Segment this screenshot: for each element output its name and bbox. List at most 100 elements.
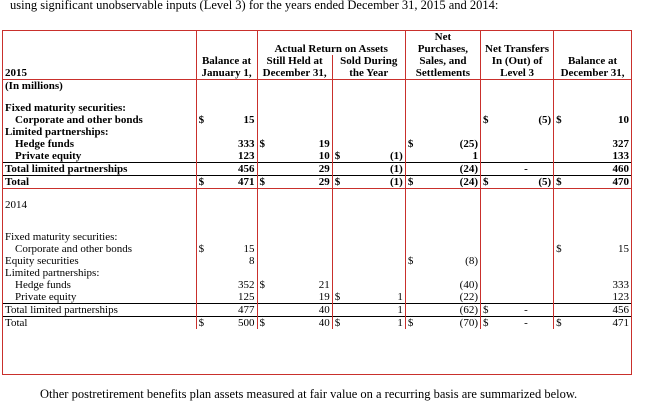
row-label: Fixed maturity securities: — [3, 231, 197, 243]
currency-symbol: $ — [405, 175, 424, 189]
units-label: (In millions) — [3, 79, 197, 92]
cell-value: (24) — [423, 162, 481, 176]
cell-value: 1 — [352, 291, 406, 304]
currency-symbol: $ — [257, 175, 278, 189]
cell-value: 470 — [571, 175, 631, 189]
row-label: Total — [3, 175, 197, 189]
table-row: Limited partnerships: — [3, 126, 631, 138]
currency-symbol: $ — [196, 175, 211, 189]
cell-value: 15 — [618, 243, 629, 255]
currency-symbol: $ — [553, 316, 572, 329]
header-transfers-2: In (Out) of — [480, 55, 555, 67]
cell-value: 471 — [571, 316, 631, 329]
cell-value: 123 — [612, 291, 630, 303]
table-row: Fixed maturity securities: — [3, 231, 631, 243]
currency-symbol: $ — [553, 175, 572, 189]
row-label: Equity securities — [3, 255, 197, 267]
header-purchases-3: Settlements — [405, 67, 482, 80]
cell-value: 471 — [210, 175, 258, 189]
cell-value: 8 — [210, 255, 258, 267]
outro-text: Other postretirement benefits plan asset… — [40, 387, 578, 401]
currency-symbol: $ — [332, 175, 353, 189]
currency-symbol: $ — [480, 303, 499, 317]
year-2014: 2014 — [3, 199, 197, 211]
cell-value: (5) — [498, 175, 555, 189]
table-row-total: Total $ 471 $ 29 $ (1) $ (24) $ (5) $ 47… — [3, 175, 631, 189]
cell-value: 1 — [352, 303, 406, 317]
header-balance-jan-1: Balance at — [196, 55, 258, 67]
header-still-held-1: Still Held at — [257, 55, 333, 67]
cell-value: 460 — [571, 162, 631, 176]
cell-value: (1) — [352, 150, 406, 163]
currency-symbol: $ — [332, 316, 353, 329]
currency-symbol: $ — [480, 175, 499, 189]
header-row-2: Actual Return on Assets Purchases, Net T… — [3, 43, 631, 55]
header-row-1: Net — [3, 31, 631, 43]
table-row: Private equity 123 10 $ (1) 1 133 — [3, 150, 631, 163]
header-sold-2: the Year — [332, 67, 406, 80]
header-transfers-3: Level 3 — [480, 67, 555, 80]
table-row: Corporate and other bonds $ 15 $ (5) $ 1… — [3, 114, 631, 126]
currency-symbol: $ — [483, 114, 489, 126]
header-row-4: 2015 January 1, December 31, the Year Se… — [3, 67, 631, 80]
currency-symbol: $ — [196, 316, 211, 329]
header-balance-jan-2: January 1, — [196, 67, 258, 80]
table-frame — [2, 30, 632, 375]
cell-value: 19 — [277, 138, 333, 150]
cell-value: 125 — [210, 291, 258, 304]
cell-value: 1 — [352, 316, 406, 329]
cell-value: (8) — [423, 255, 481, 267]
cell-value: (24) — [423, 175, 481, 189]
currency-symbol: $ — [407, 138, 414, 150]
cell-value: 29 — [277, 175, 333, 189]
cell-value: 333 — [612, 279, 630, 291]
currency-symbol: $ — [198, 243, 205, 255]
row-label: Corporate and other bonds — [3, 114, 197, 126]
cell-value: (25) — [423, 138, 481, 150]
cell-value: 40 — [277, 316, 333, 329]
table-row-total-lp: Total limited partnerships 477 40 1 (62)… — [3, 303, 631, 317]
year-2015: 2015 — [3, 67, 197, 80]
cell-value: 40 — [277, 303, 333, 317]
cell-value: 10 — [618, 114, 629, 126]
row-label: Total — [3, 316, 197, 329]
row-label: Total limited partnerships — [3, 303, 197, 317]
currency-symbol: $ — [556, 114, 562, 126]
cell-value: 333 — [210, 138, 258, 150]
currency-symbol: $ — [334, 291, 341, 303]
row-label: Private equity — [3, 150, 197, 163]
currency-symbol: $ — [198, 114, 205, 126]
header-net: Net — [405, 31, 482, 43]
cell-value: (22) — [423, 291, 481, 304]
row-label: Fixed maturity securities: — [3, 102, 197, 114]
cell-value: 456 — [571, 303, 631, 317]
cell-value: - — [498, 303, 555, 317]
table-row: Corporate and other bonds $ 15 $ 15 — [3, 243, 631, 255]
cell-value: 15 — [210, 243, 258, 255]
cell-value: 123 — [210, 150, 258, 163]
row-label: Private equity — [3, 291, 197, 304]
table-row: Limited partnerships: — [3, 267, 631, 279]
row-label: Limited partnerships: — [3, 126, 197, 138]
cell-value: 133 — [612, 150, 630, 162]
cell-value: 29 — [277, 162, 333, 176]
table-row: Hedge funds 352 $ 21 (40) 333 — [3, 279, 631, 291]
level3-rollforward-table: Net Actual Return on Assets Purchases, N… — [3, 31, 631, 329]
row-label: Hedge funds — [3, 279, 197, 291]
row-label: Total limited partnerships — [3, 162, 197, 176]
currency-symbol: $ — [407, 255, 414, 267]
cell-value: 1 — [423, 150, 481, 163]
header-transfers-1: Net Transfers — [480, 43, 555, 55]
cell-value: (62) — [423, 303, 481, 317]
year-row-2014: 2014 — [3, 199, 631, 211]
row-label: Corporate and other bonds — [3, 243, 197, 255]
header-still-held-2: December 31, — [257, 67, 333, 80]
header-sold-1: Sold During — [332, 55, 406, 67]
table-row: Hedge funds 333 $ 19 $ (25) 327 — [3, 138, 631, 150]
table-row-total-lp: Total limited partnerships 456 29 (1) (2… — [3, 162, 631, 176]
currency-symbol: $ — [257, 316, 278, 329]
intro-text: using significant unobservable inputs (L… — [10, 0, 499, 12]
currency-symbol: $ — [259, 138, 266, 150]
table-row-total: Total $ 500 $ 40 $ 1 $ (70) $ - $ 471 — [3, 316, 631, 329]
cell-value: - — [498, 162, 555, 176]
